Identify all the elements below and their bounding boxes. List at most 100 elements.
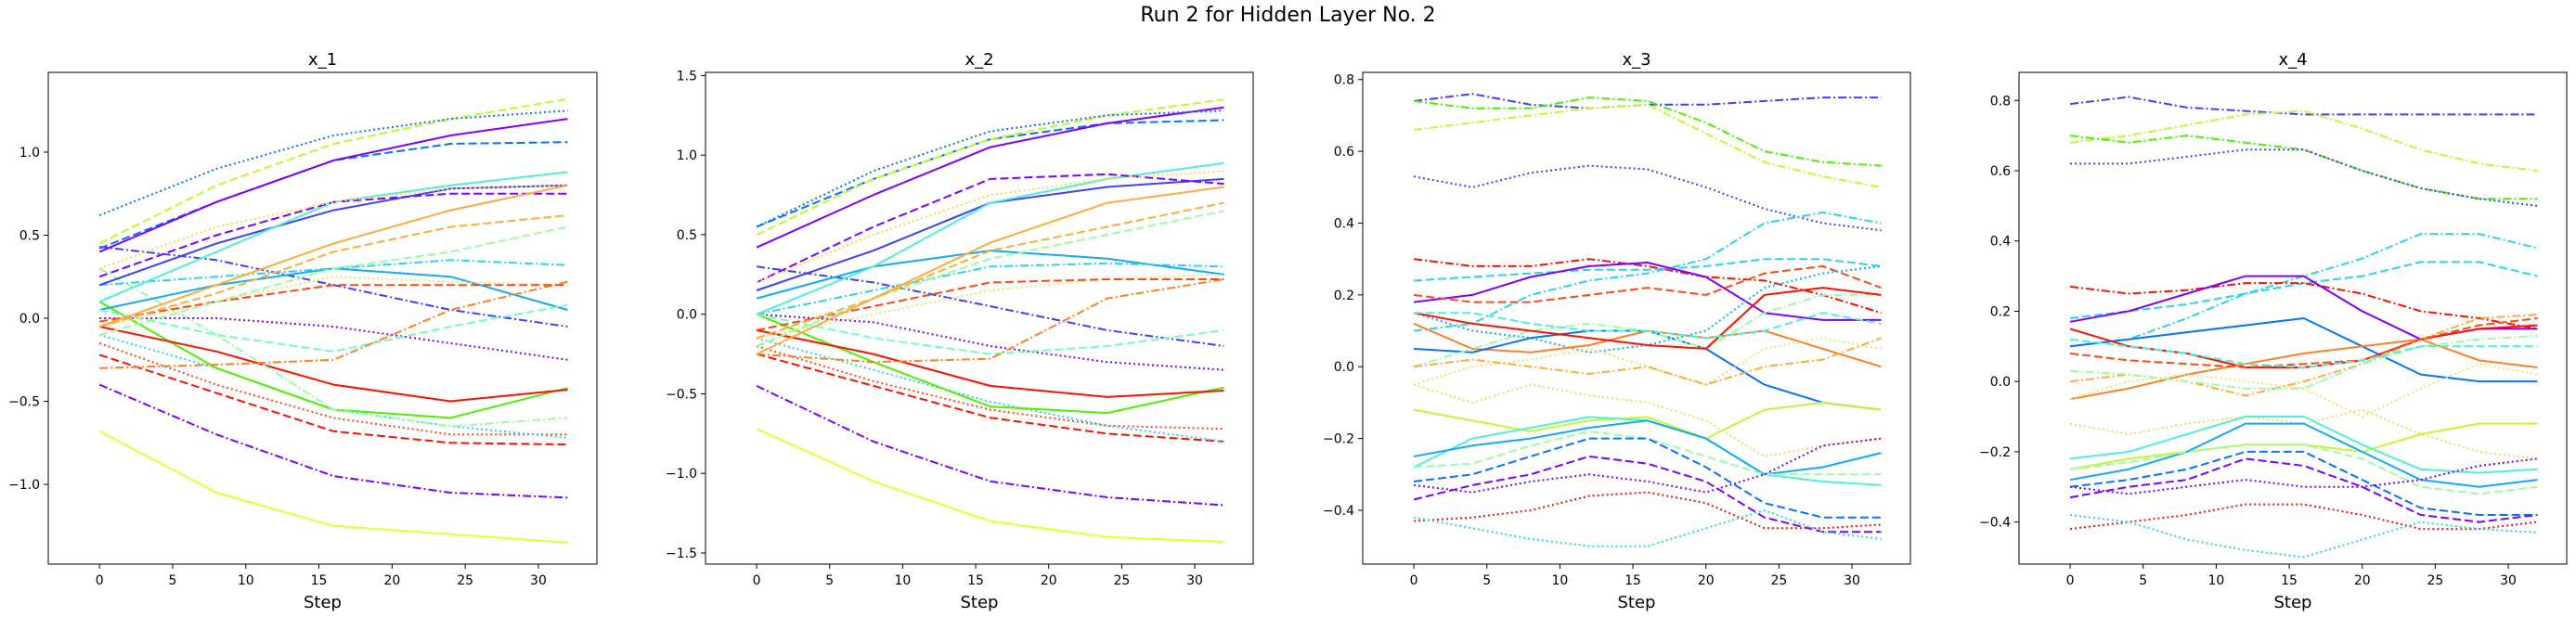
x-tick-label: 15: [311, 573, 328, 588]
series-line: [2069, 514, 2538, 559]
y-tick-label: −0.4: [1979, 516, 2011, 531]
series-line: [756, 186, 1224, 355]
series-line: [98, 303, 568, 353]
y-tick-label: 0.0: [1334, 360, 1354, 375]
x-tick-label: 20: [2354, 573, 2371, 588]
series-line: [98, 214, 568, 328]
x-tick-label: 5: [825, 573, 834, 588]
series-line: [2069, 422, 2538, 470]
x-axis-label: Step: [1618, 593, 1656, 612]
series-line: [98, 341, 568, 436]
x-tick-label: 30: [1186, 573, 1203, 588]
series-line: [99, 317, 568, 361]
y-tick-label: 0.4: [1334, 216, 1354, 231]
series-line: [1413, 103, 1882, 188]
x-tick-label: 10: [2207, 573, 2224, 588]
series-line: [2069, 363, 2538, 418]
series-line: [1414, 329, 1882, 411]
series-line: [98, 184, 568, 270]
series-line: [2069, 457, 2538, 523]
series-line: [756, 273, 1224, 340]
series-line: [756, 278, 1224, 331]
x-tick-label: 30: [530, 573, 547, 588]
x-tick-label: 0: [1410, 573, 1418, 588]
x-tick-label: 0: [2066, 573, 2075, 588]
series-line: [98, 141, 568, 250]
series-line: [2069, 275, 2538, 341]
series-line: [756, 173, 1224, 284]
series-line: [1413, 287, 1882, 350]
axes-title: x_1: [308, 50, 337, 70]
series-line: [1413, 401, 1882, 440]
chart-panel-x4: 0 5 10 15 20 25 30 −0.4 −0.2 0.0 0.2 0.4 0.6 0.8 x_4 St…: [1979, 50, 2568, 612]
series-line: [756, 265, 1224, 347]
series-line: [98, 184, 568, 328]
series-line: [2069, 422, 2538, 488]
y-tick-label: 0.0: [19, 312, 40, 327]
series-line: [2069, 338, 2538, 401]
x-tick-label: 15: [2281, 573, 2298, 588]
series-line: [99, 259, 568, 287]
series-line: [98, 326, 568, 403]
series-line: [1413, 264, 1882, 353]
series-line: [1413, 419, 1882, 476]
x-tick-label: 25: [1770, 573, 1787, 588]
series-line: [2069, 450, 2538, 516]
series-line: [98, 171, 568, 303]
series-line: [756, 98, 1224, 236]
series-line: [2069, 317, 2538, 383]
series-line: [756, 328, 1224, 398]
series-line: [756, 201, 1224, 340]
series-line: [756, 161, 1224, 315]
series-line: [1413, 262, 1882, 321]
series-line: [756, 210, 1224, 347]
series-line: [1413, 337, 1882, 386]
figure-title: Run 2 for Hidden Layer No. 2: [1140, 4, 1436, 27]
series-line: [1413, 337, 1882, 386]
x-tick-label: 20: [1698, 573, 1715, 588]
series-line: [2069, 261, 2538, 319]
series-line: [2069, 457, 2538, 495]
x-tick-label: 20: [1041, 573, 1057, 588]
series-line: [98, 276, 568, 328]
x-tick-label: 30: [1844, 573, 1860, 588]
series-line: [98, 97, 568, 245]
series-line: [2069, 338, 2538, 368]
series-line: [2069, 443, 2538, 495]
y-tick-label: 0.2: [1990, 304, 2011, 319]
series-line: [1413, 164, 1882, 232]
y-tick-label: −0.5: [666, 387, 697, 402]
series-line: [1413, 437, 1882, 494]
y-tick-label: 0.2: [1334, 289, 1354, 303]
series-line: [98, 267, 568, 428]
y-tick-label: 1.0: [19, 146, 40, 161]
series-line: [756, 119, 1224, 228]
x-tick-label: 25: [457, 573, 473, 588]
series-line: [756, 313, 1224, 415]
series-line: [756, 170, 1224, 284]
series-line: [2069, 314, 2538, 397]
series-line: [2069, 233, 2538, 348]
y-tick-label: 0.0: [1990, 375, 2011, 390]
axes-frame: [1362, 71, 1911, 565]
x-axis-label: Step: [961, 593, 999, 612]
series-line: [1413, 264, 1882, 303]
series-line: [756, 345, 1224, 431]
x-axis-label: Step: [304, 593, 342, 612]
y-tick-label: 0.6: [1334, 145, 1354, 160]
x-tick-label: 5: [1482, 573, 1491, 588]
y-tick-label: −0.2: [1323, 432, 1354, 447]
series-line: [1413, 93, 1882, 109]
x-tick-label: 30: [2500, 573, 2517, 588]
y-tick-label: 0.5: [19, 228, 40, 243]
chart-panel-x2: 0 5 10 15 20 25 30 −1.5 −1.0 −0.5 0.0 0.5 1.0 1.5 x_2 S…: [666, 50, 1254, 612]
series-line: [756, 353, 1224, 443]
series-line: [98, 192, 568, 278]
y-tick-label: 0.8: [1334, 73, 1354, 88]
x-tick-label: 15: [967, 573, 984, 588]
series-line: [1413, 455, 1882, 533]
series-line: [1413, 509, 1882, 547]
series-line: [756, 384, 1224, 507]
series-line: [2069, 135, 2538, 200]
x-tick-label: 10: [894, 573, 911, 588]
